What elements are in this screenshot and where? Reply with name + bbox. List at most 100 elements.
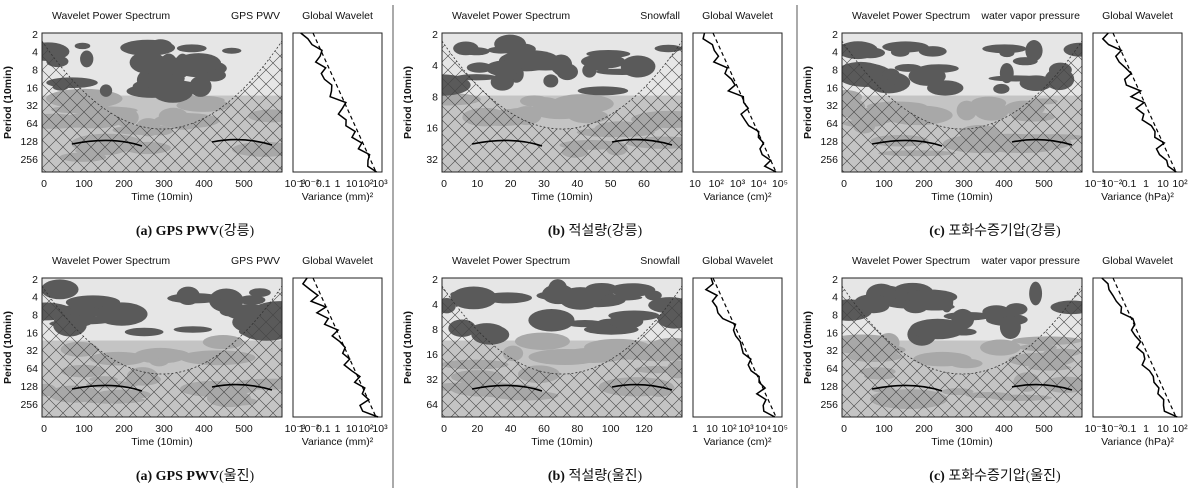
gw-x-tick-label: 0.1 <box>316 423 331 435</box>
power-blob <box>913 351 972 367</box>
y-tick-label: 2 <box>832 29 838 41</box>
caption-rest: 포화수증기압(강릉) <box>945 223 1061 239</box>
y-tick-label: 16 <box>826 82 838 94</box>
x-tick-label: 50 <box>605 178 617 190</box>
gw-x-tick-label: 10⁵ <box>772 423 788 435</box>
power-blob <box>550 54 573 75</box>
gw-x-tick-label: 10² <box>1172 178 1188 190</box>
y-tick-label: 64 <box>826 118 838 130</box>
x-axis-label: Time (10min) <box>531 191 592 203</box>
panel: Wavelet Power Spectrum water vapor pressu… <box>802 10 1188 239</box>
power-blob <box>556 94 600 113</box>
power-blob <box>909 318 966 340</box>
power-blob <box>176 44 207 53</box>
power-blob <box>507 107 542 115</box>
power-blob <box>1012 57 1038 66</box>
power-blob <box>999 315 1021 340</box>
gw-x-tick-label: 10⁻³ <box>285 178 306 190</box>
y-tick-label: 8 <box>432 91 438 103</box>
panel: Wavelet Power Spectrum GPS PWV Global Wave… <box>2 10 388 239</box>
power-blob <box>238 295 266 305</box>
gw-x-axis-label: Variance (hPa)² <box>1101 191 1174 203</box>
power-blob <box>915 302 955 311</box>
caption: (a) GPS PWV(울진) <box>136 468 255 484</box>
y-tick-label: 8 <box>32 309 38 321</box>
plot-frame <box>41 32 283 173</box>
power-blob <box>598 294 643 301</box>
gw-x-tick-label: 0.1 <box>1122 423 1137 435</box>
gw-x-axis-label: Variance (cm)² <box>703 436 772 448</box>
gw-frame <box>692 32 783 173</box>
caption: (b) 적설량(울진) <box>548 468 643 484</box>
power-blob <box>541 284 575 305</box>
gw-spectrum <box>704 277 776 418</box>
gw-x-tick-label: 10⁻² <box>1102 423 1123 435</box>
power-blob <box>971 96 1007 110</box>
gw-frame <box>692 277 783 418</box>
y-tick-label: 32 <box>426 374 438 386</box>
power-blob <box>882 68 900 81</box>
power-blob <box>485 60 522 77</box>
gw-x-tick-label: 10² <box>1172 423 1188 435</box>
spectrum <box>842 33 1082 172</box>
x-tick-label: 30 <box>538 178 550 190</box>
power-blob <box>982 305 1011 319</box>
plot-subtitle: Snowfall <box>640 255 680 267</box>
power-blob <box>74 42 91 50</box>
power-blob <box>620 55 656 78</box>
gw-x-tick-label: 0.1 <box>316 178 331 190</box>
gw-x-tick-label: 0.1 <box>1122 178 1137 190</box>
x-tick-label: 100 <box>602 423 620 435</box>
gw-x-axis-label: Variance (hPa)² <box>1101 436 1174 448</box>
gw-significance <box>1112 277 1177 418</box>
x-tick-label: 300 <box>955 178 973 190</box>
x-tick-label: 400 <box>995 423 1013 435</box>
global-title: Global Wavelet <box>1102 10 1173 22</box>
gw-x-tick-label: 1 <box>335 423 341 435</box>
plot-title: Wavelet Power Spectrum <box>852 10 970 22</box>
plot-frame <box>841 32 1083 173</box>
power-blob <box>882 41 929 53</box>
power-blob <box>543 74 559 88</box>
power-blob <box>577 86 629 96</box>
gw-spectrum <box>300 32 378 173</box>
gw-x-tick-label: 10² <box>721 423 737 435</box>
power-blob <box>980 339 1021 356</box>
x-tick-label: 0 <box>441 178 447 190</box>
power-blob <box>209 288 244 313</box>
y-axis-label: Period (10min) <box>802 66 814 139</box>
y-tick-label: 4 <box>32 47 38 59</box>
power-blob <box>609 283 656 297</box>
gw-frame <box>292 32 383 173</box>
y-tick-label: 128 <box>20 136 38 148</box>
x-tick-label: 20 <box>471 423 483 435</box>
gw-frame <box>292 277 383 418</box>
gw-frame <box>1092 32 1183 173</box>
panel: Wavelet Power Spectrum GPS PWV Global Wave… <box>2 255 388 484</box>
gw-x-tick-label: 10⁴ <box>751 178 767 190</box>
y-tick-label: 8 <box>832 64 838 76</box>
power-blob <box>167 293 222 304</box>
power-blob <box>80 50 94 68</box>
contour <box>871 138 1073 147</box>
gw-x-tick-label: 10 <box>1157 178 1169 190</box>
y-axis-label: Period (10min) <box>802 311 814 384</box>
gw-x-tick-label: 10⁵ <box>772 178 788 190</box>
power-blob <box>956 100 977 121</box>
gw-x-tick-label: 10³ <box>372 178 388 190</box>
spectrum <box>42 278 282 417</box>
power-blob <box>466 62 493 73</box>
x-tick-label: 500 <box>235 178 253 190</box>
caption: (c) 포화수증기압(강릉) <box>929 223 1061 239</box>
cone-of-influence <box>42 40 282 172</box>
panel: Wavelet Power Spectrum Snowfall Global Wav… <box>402 10 788 239</box>
x-axis-label: Time (10min) <box>531 436 592 448</box>
y-tick-label: 256 <box>820 399 838 411</box>
x-tick-label: 40 <box>571 178 583 190</box>
global-title: Global Wavelet <box>1102 255 1173 267</box>
gw-x-tick-label: 10 <box>689 178 701 190</box>
gw-x-tick-label: 1 <box>335 178 341 190</box>
y-tick-label: 128 <box>820 136 838 148</box>
contour <box>871 383 1073 392</box>
power-blob <box>904 290 946 303</box>
